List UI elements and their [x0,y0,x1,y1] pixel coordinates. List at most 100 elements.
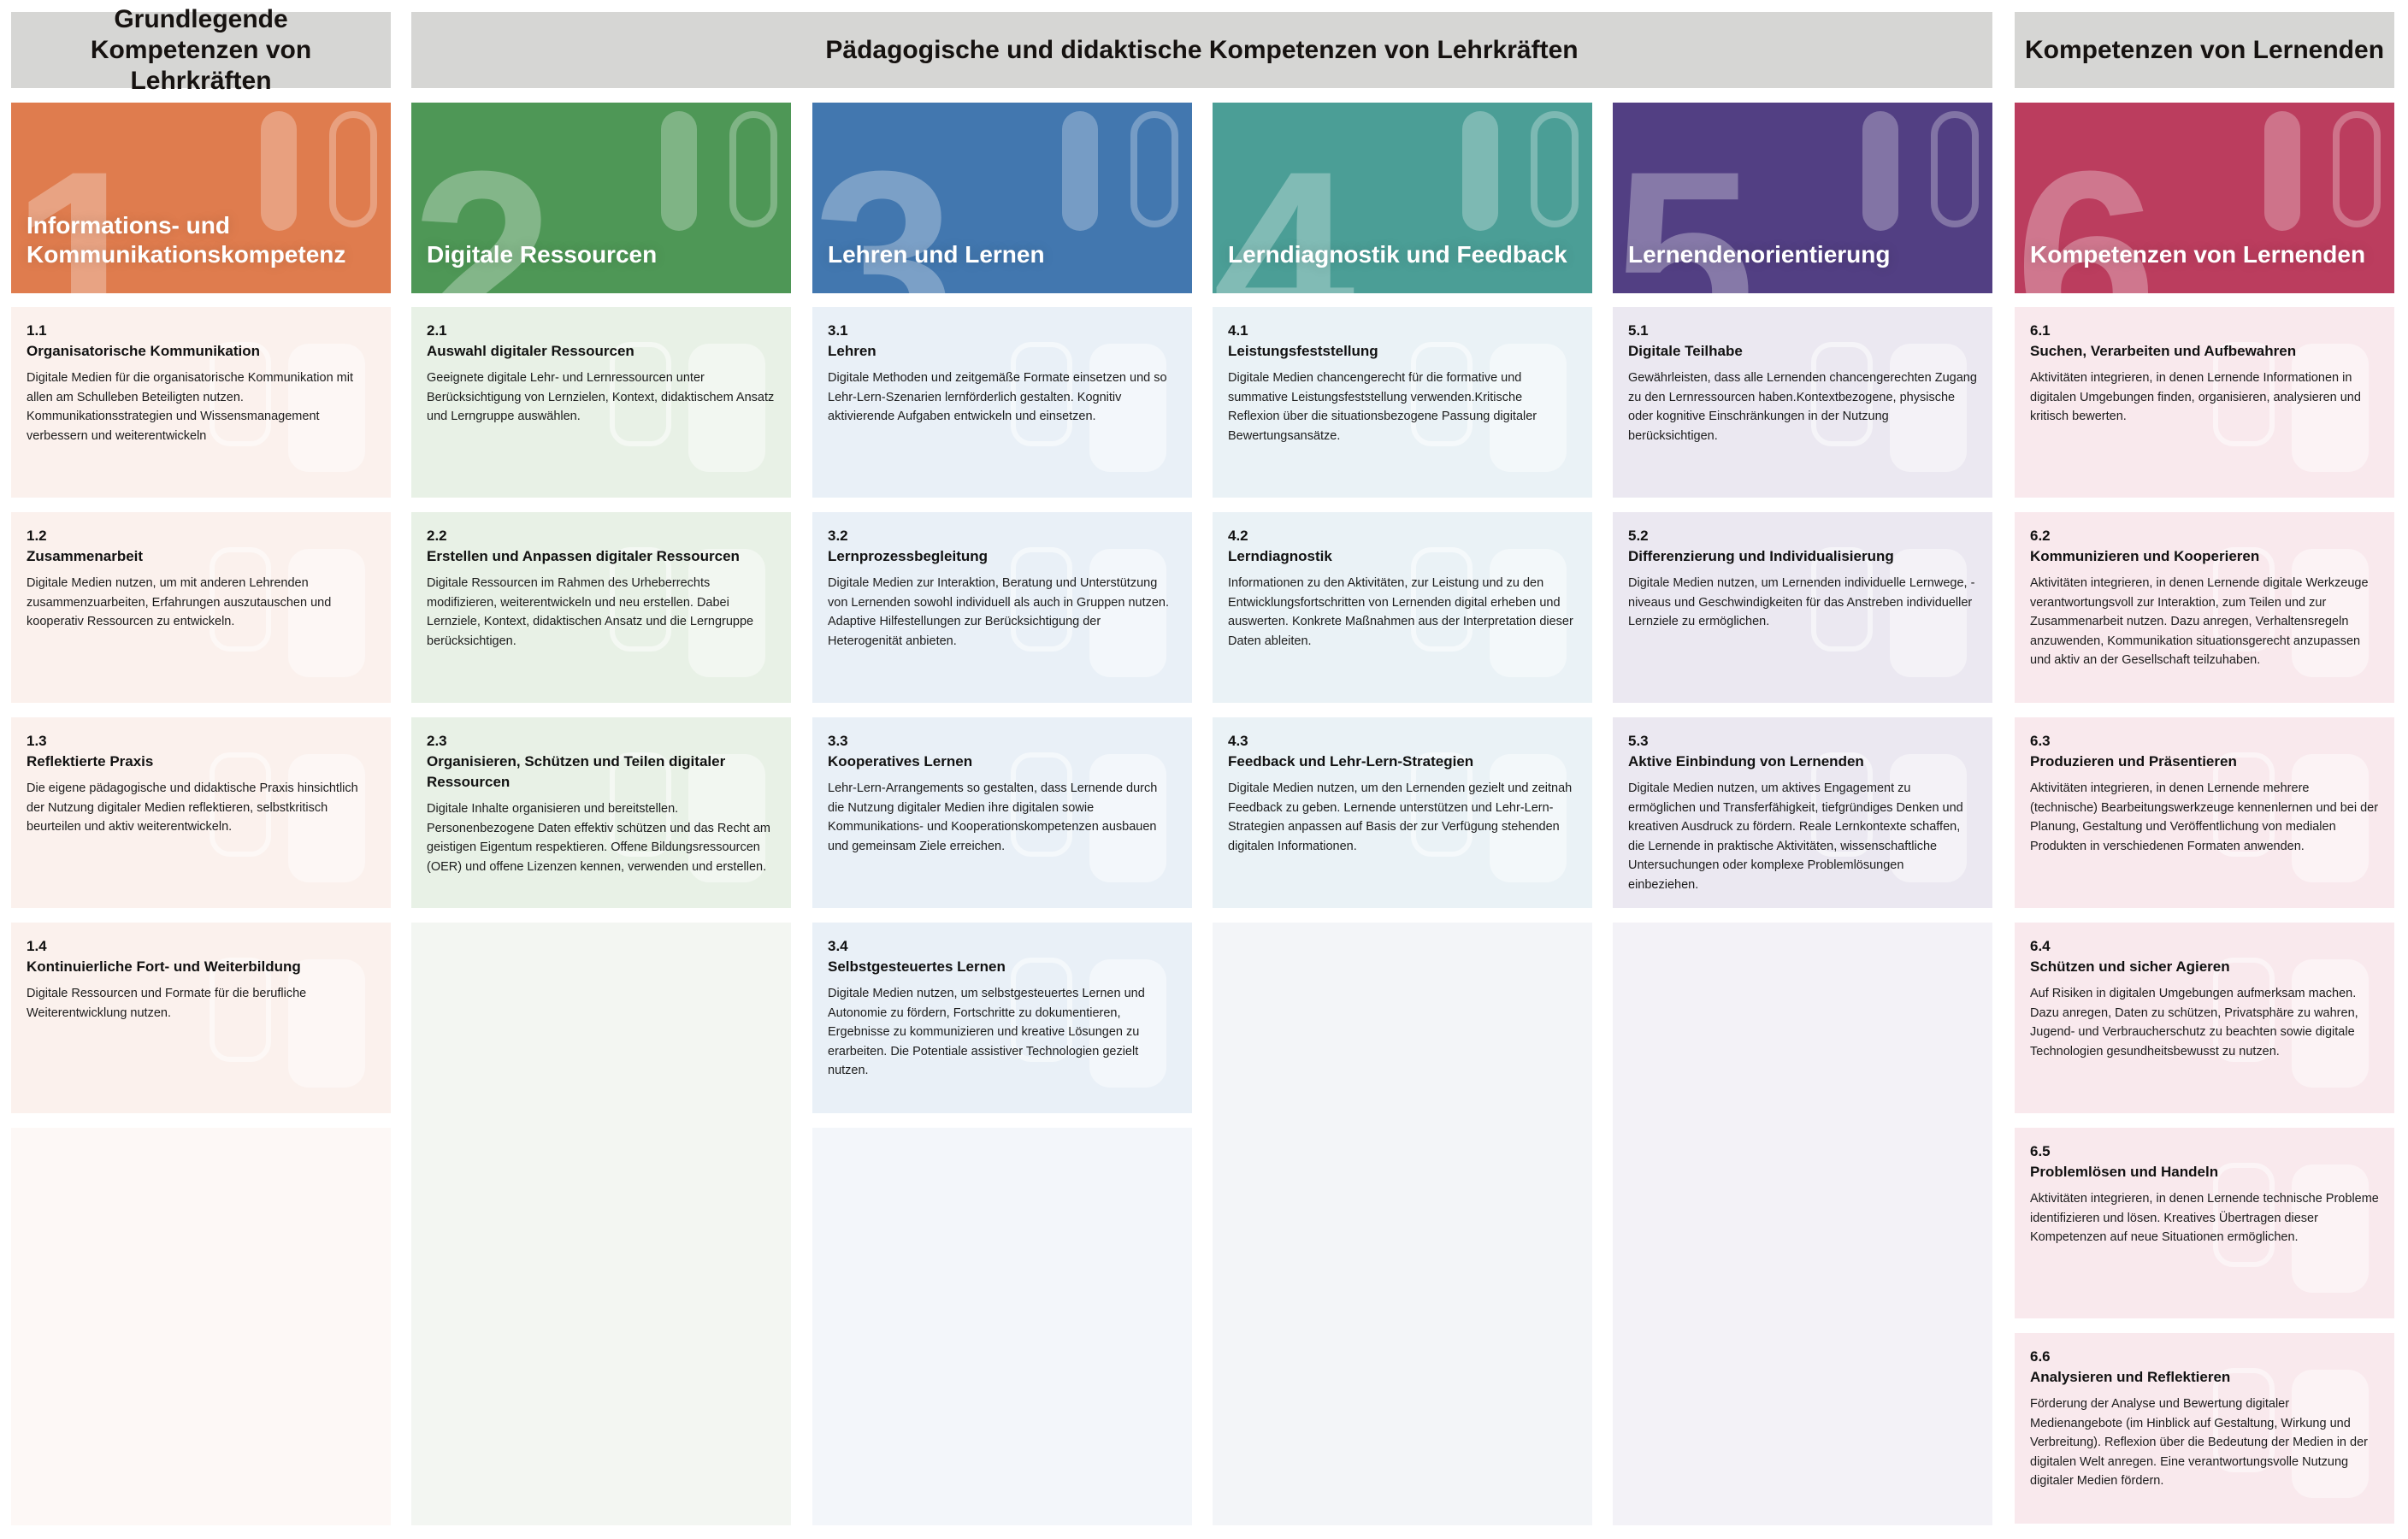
competency-card[interactable]: 5.2 Differenzierung und Individualisierun… [1613,512,1992,703]
area-title: Kompetenzen von Lernenden [2030,241,2366,268]
area-banner[interactable]: 1 Informations- und Kommunikationskompete… [11,103,391,293]
area-title: Lernendenorientierung [1628,241,1891,268]
competency-column-3: 3 Lehren und Lernen 3.1 Lehren Digitale Meth… [812,103,1192,1525]
decorative-outline-icon [210,547,271,652]
decorative-watermark-icon [288,754,365,882]
competency-column-4: 4 Lerndiagnostik und Feedback 4.1 Leistungs… [1213,103,1592,1525]
decorative-watermark-icon [1490,549,1567,677]
area-title: Lehren und Lernen [828,241,1045,268]
decorative-watermark-icon [2292,344,2369,472]
card-number: 2.3 [427,733,447,749]
decorative-watermark-icon [2292,1370,2369,1498]
area-banner[interactable]: 2 Digitale Ressourcen [411,103,791,293]
card-description: Aktivitäten integrieren, in denen Lernen… [2030,781,2379,853]
competency-card[interactable]: 6.6 Analysieren und Reflektieren Förderung… [2015,1333,2394,1524]
card-number: 6.3 [2030,733,2051,749]
card-title: Auswahl digitaler Ressourcen [427,343,634,359]
card-number: 4.3 [1228,733,1248,749]
empty-placeholder [411,923,791,1525]
decorative-outline-icon [1811,547,1873,652]
card-number: 5.2 [1628,528,1649,544]
decorative-watermark-icon [1890,344,1967,472]
competency-card[interactable]: 6.5 Problemlösen und Handeln Aktivitäten i… [2015,1128,2394,1318]
card-number: 2.2 [427,528,447,544]
area-banner[interactable]: 5 Lernendenorientierung [1613,103,1992,293]
card-description: Digitale Ressourcen im Rahmen des Urhebe… [427,576,754,648]
area-banner[interactable]: 4 Lerndiagnostik und Feedback [1213,103,1592,293]
decorative-watermark-icon [1490,754,1567,882]
competency-card[interactable]: 6.4 Schützen und sicher Agieren Auf Risike… [2015,923,2394,1113]
decorative-watermark-icon [2292,549,2369,677]
card-title: Differenzierung und Individualisierung [1628,548,1894,564]
card-description: Auf Risiken in digitalen Umgebungen aufm… [2030,987,2358,1058]
decorative-shape-icon [1062,111,1098,231]
decorative-watermark-icon [288,549,365,677]
card-title: Zusammenarbeit [27,548,144,564]
decorative-outline-icon [729,111,777,227]
competency-card[interactable]: 1.4 Kontinuierliche Fort- und Weiterbildu… [11,923,391,1113]
competency-card[interactable]: 2.3 Organisieren, Schützen und Teilen dig… [411,717,791,908]
decorative-outline-icon [1011,547,1072,652]
card-description: Digitale Medien nutzen, um den Lernenden… [1228,781,1573,853]
competency-card[interactable]: 3.2 Lernprozessbegleitung Digitale Medien … [812,512,1192,703]
competency-card[interactable]: 6.2 Kommunizieren und Kooperieren Aktivitä… [2015,512,2394,703]
decorative-outline-icon [1011,342,1072,446]
decorative-outline-icon [2213,342,2275,446]
competency-card[interactable]: 2.1 Auswahl digitaler Ressourcen Geeignete… [411,307,791,498]
card-description: Digitale Medien nutzen, um Lernenden ind… [1628,576,1975,628]
card-number: 5.3 [1628,733,1649,749]
decorative-watermark-icon [288,959,365,1088]
competency-card[interactable]: 6.3 Produzieren und Präsentieren Aktivität… [2015,717,2394,908]
competency-card[interactable]: 1.2 Zusammenarbeit Digitale Medien nutzen,… [11,512,391,703]
competency-card[interactable]: 6.1 Suchen, Verarbeiten und Aufbewahren Ak… [2015,307,2394,498]
card-title: Organisieren, Schützen und Teilen digita… [427,753,726,790]
decorative-watermark-icon [688,344,765,472]
decorative-shape-icon [661,111,697,231]
competency-card[interactable]: 3.1 Lehren Digitale Methoden und zeitgemäß… [812,307,1192,498]
competency-card[interactable]: 1.1 Organisatorische Kommunikation Digital… [11,307,391,498]
card-description: Digitale Medien chancengerecht für die f… [1228,371,1537,443]
competency-card[interactable]: 4.1 Leistungsfeststellung Digitale Medien … [1213,307,1592,498]
header-grundlegende-kompetenzen: Grundlegende Kompetenzen von Lehrkräften [11,5,391,95]
card-description: Geeignete digitale Lehr- und Lernressour… [427,371,775,423]
area-banner[interactable]: 6 Kompetenzen von Lernenden [2015,103,2394,293]
competency-column-1: 1 Informations- und Kommunikationskompete… [11,103,391,1525]
competency-card[interactable]: 4.3 Feedback und Lehr-Lern-Strategien Digi… [1213,717,1592,908]
area-banner[interactable]: 3 Lehren und Lernen [812,103,1192,293]
card-number: 6.4 [2030,938,2051,954]
competency-card[interactable]: 1.3 Reflektierte Praxis Die eigene pädagog… [11,717,391,908]
decorative-outline-icon [210,958,271,1062]
card-number: 2.1 [427,322,447,339]
card-number: 6.6 [2030,1348,2051,1365]
decorative-outline-icon [1811,342,1873,446]
card-title: Lehren [828,343,876,359]
decorative-shape-icon [261,111,297,231]
competency-card[interactable]: 4.2 Lerndiagnostik Informationen zu den Ak… [1213,512,1592,703]
competency-card[interactable]: 3.3 Kooperatives Lernen Lehr-Lern-Arrangem… [812,717,1192,908]
card-number: 1.2 [27,528,47,544]
decorative-outline-icon [1931,111,1979,227]
decorative-watermark-icon [1089,344,1166,472]
area-title: Informations- und Kommunikationskompeten… [27,212,346,268]
card-number: 1.1 [27,322,47,339]
card-title: Schützen und sicher Agieren [2030,958,2230,975]
decorative-watermark-icon [1890,754,1967,882]
card-number: 6.1 [2030,322,2051,339]
decorative-watermark-icon [1089,549,1166,677]
competency-card[interactable]: 5.1 Digitale Teilhabe Gewährleisten, dass … [1613,307,1992,498]
decorative-shape-icon [1462,111,1498,231]
card-description: Aktivitäten integrieren, in denen Lernen… [2030,1192,2379,1244]
decorative-outline-icon [610,342,671,446]
decorative-outline-icon [210,342,271,446]
card-description: Lehr-Lern-Arrangements so gestalten, das… [828,781,1158,853]
decorative-outline-icon [2213,958,2275,1062]
card-number: 6.5 [2030,1143,2051,1159]
competency-card[interactable]: 5.3 Aktive Einbindung von Lernenden Digita… [1613,717,1992,908]
decorative-outline-icon [1011,958,1072,1062]
decorative-outline-icon [610,547,671,652]
empty-placeholder [1213,923,1592,1525]
competency-card[interactable]: 3.4 Selbstgesteuertes Lernen Digitale Medi… [812,923,1192,1113]
competency-card[interactable]: 2.2 Erstellen und Anpassen digitaler Ress… [411,512,791,703]
empty-placeholder [11,1128,391,1525]
decorative-outline-icon [1130,111,1178,227]
